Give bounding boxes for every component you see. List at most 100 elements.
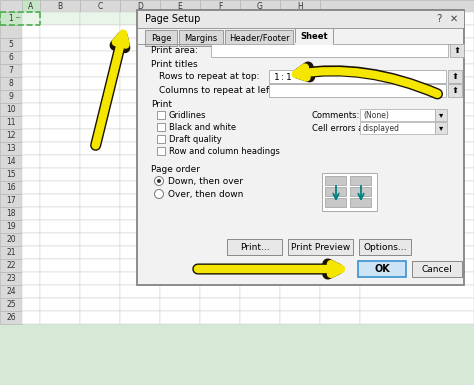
- Bar: [240, 155, 280, 168]
- Bar: [160, 0, 200, 12]
- Bar: [0, 90, 22, 103]
- Text: 26: 26: [6, 313, 16, 322]
- Bar: [360, 103, 474, 116]
- Bar: [22, 25, 40, 38]
- Bar: [120, 207, 160, 220]
- Bar: [280, 129, 320, 142]
- Text: $1:$1: $1:$1: [273, 70, 292, 82]
- Bar: [157, 123, 165, 131]
- Bar: [40, 38, 80, 51]
- Text: 18: 18: [6, 209, 16, 218]
- Bar: [120, 233, 160, 246]
- Bar: [22, 272, 40, 285]
- Bar: [240, 90, 280, 103]
- Bar: [200, 0, 240, 12]
- Bar: [320, 207, 360, 220]
- Bar: [0, 220, 22, 233]
- Bar: [288, 239, 353, 255]
- Bar: [80, 220, 120, 233]
- Bar: [160, 298, 200, 311]
- Bar: [22, 285, 40, 298]
- Text: Print Preview: Print Preview: [291, 243, 350, 251]
- Bar: [160, 116, 200, 129]
- Bar: [80, 272, 120, 285]
- Text: 20: 20: [6, 235, 16, 244]
- Bar: [320, 0, 474, 12]
- Bar: [280, 194, 320, 207]
- Bar: [120, 103, 160, 116]
- Bar: [0, 38, 22, 51]
- Bar: [22, 220, 40, 233]
- Bar: [200, 311, 240, 324]
- Bar: [240, 12, 280, 25]
- Bar: [22, 0, 40, 12]
- Bar: [280, 103, 320, 116]
- Bar: [0, 207, 22, 220]
- Text: Comments:: Comments:: [312, 110, 360, 119]
- Text: 24: 24: [6, 287, 16, 296]
- Bar: [120, 246, 160, 259]
- Text: 14: 14: [6, 157, 16, 166]
- Bar: [80, 12, 120, 25]
- Bar: [360, 207, 474, 220]
- Bar: [240, 25, 280, 38]
- Bar: [280, 233, 320, 246]
- Bar: [22, 246, 40, 259]
- Bar: [179, 30, 223, 46]
- FancyArrowPatch shape: [198, 264, 341, 274]
- Text: F: F: [218, 2, 222, 10]
- Bar: [120, 168, 160, 181]
- Bar: [240, 285, 280, 298]
- Bar: [320, 12, 360, 25]
- Bar: [320, 25, 360, 38]
- Bar: [0, 194, 22, 207]
- Text: ▾: ▾: [439, 124, 443, 132]
- Text: B: B: [57, 2, 63, 10]
- Bar: [448, 84, 462, 97]
- Bar: [157, 135, 165, 143]
- Bar: [160, 181, 200, 194]
- Bar: [40, 168, 80, 181]
- Bar: [200, 298, 240, 311]
- Bar: [120, 25, 160, 38]
- Bar: [325, 176, 346, 185]
- Bar: [80, 155, 120, 168]
- Bar: [40, 129, 80, 142]
- Bar: [360, 181, 474, 194]
- Bar: [80, 103, 120, 116]
- Bar: [360, 298, 474, 311]
- Text: 22: 22: [6, 261, 16, 270]
- Bar: [360, 129, 474, 142]
- Text: Print: Print: [151, 99, 172, 109]
- Text: Draft quality: Draft quality: [169, 134, 222, 144]
- Text: 12: 12: [6, 131, 16, 140]
- Bar: [22, 207, 40, 220]
- Bar: [80, 168, 120, 181]
- Bar: [360, 77, 474, 90]
- Text: Row and column headings: Row and column headings: [169, 147, 280, 156]
- Bar: [40, 233, 80, 246]
- Bar: [40, 298, 80, 311]
- Bar: [280, 168, 320, 181]
- Bar: [360, 142, 474, 155]
- Text: OK: OK: [374, 264, 390, 274]
- Bar: [120, 142, 160, 155]
- Text: Page order: Page order: [151, 164, 200, 174]
- Bar: [160, 285, 200, 298]
- Bar: [359, 239, 411, 255]
- Bar: [240, 129, 280, 142]
- Text: ▾: ▾: [439, 110, 443, 119]
- Bar: [320, 103, 360, 116]
- Bar: [160, 259, 200, 272]
- Bar: [240, 51, 280, 64]
- Text: C: C: [97, 2, 103, 10]
- Bar: [200, 12, 240, 25]
- Bar: [320, 90, 360, 103]
- Text: 1: 1: [9, 14, 13, 23]
- Bar: [280, 142, 320, 155]
- Bar: [280, 220, 320, 233]
- Bar: [120, 129, 160, 142]
- Bar: [280, 272, 320, 285]
- Bar: [240, 220, 280, 233]
- FancyArrowPatch shape: [198, 264, 338, 274]
